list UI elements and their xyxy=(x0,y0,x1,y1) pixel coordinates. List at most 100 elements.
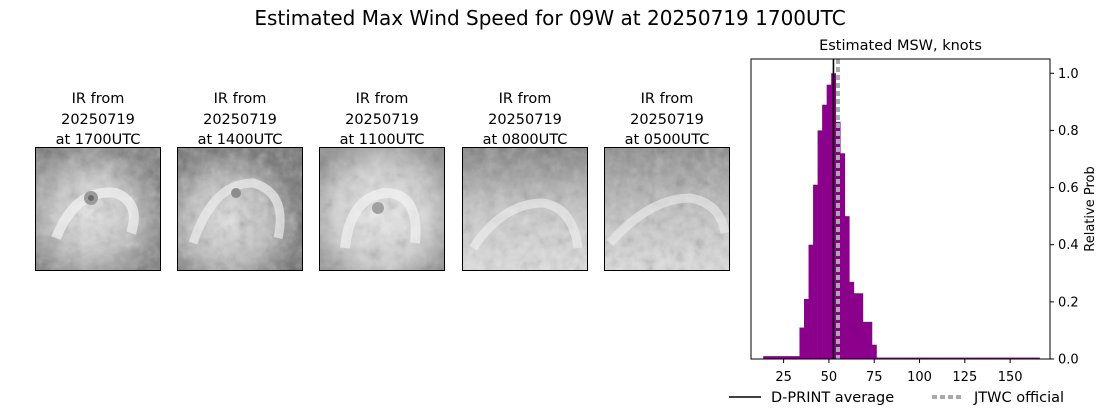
histogram-bar xyxy=(903,357,909,359)
ir-panel-label: IR from 20250719 at 1400UTC xyxy=(177,89,303,148)
ir-panel-label: IR from 20250719 at 1100UTC xyxy=(319,89,445,148)
histogram-bar xyxy=(822,104,827,359)
histogram-bar xyxy=(881,357,886,359)
histogram-bar xyxy=(998,357,1004,359)
ir-label-time: at 1700UTC xyxy=(55,132,141,148)
ir-satellite-image xyxy=(604,147,730,271)
ir-label-line: IR from xyxy=(71,91,125,107)
histogram-bar xyxy=(971,357,977,359)
legend-label-jtwc: JTWC official xyxy=(973,390,1064,406)
histogram-bar xyxy=(1021,357,1027,359)
x-tick-label: 75 xyxy=(866,370,883,385)
y-tick-label: 0.0 xyxy=(1058,353,1079,368)
ir-panel-label: IR from 20250719 at 0800UTC xyxy=(462,89,588,148)
ir-label-time: at 1400UTC xyxy=(197,132,283,148)
histogram-bar xyxy=(962,357,968,359)
ir-satellite-image xyxy=(177,147,303,271)
ir-label-line: IR from xyxy=(498,91,552,107)
histogram-bar xyxy=(808,244,814,359)
reference-lines xyxy=(832,59,840,359)
histogram-bar xyxy=(894,357,900,359)
histogram-bar xyxy=(908,357,914,359)
histogram-bar xyxy=(772,356,778,359)
histogram-bar xyxy=(835,121,841,359)
histogram-bar xyxy=(858,293,864,359)
ir-panel-5: IR from 20250719 at 0500UTC xyxy=(604,89,730,271)
histogram-bar xyxy=(804,299,809,359)
ir-panel-2: IR from 20250719 at 1400UTC xyxy=(177,89,303,271)
histogram-bar xyxy=(917,357,923,359)
histogram-bar xyxy=(935,357,941,359)
ir-panel-1: IR from 20250719 at 1700UTC xyxy=(35,89,161,271)
histogram-bar xyxy=(985,357,991,359)
histogram-bar xyxy=(813,184,818,359)
ir-label-time: at 0500UTC xyxy=(624,132,710,148)
y-axis-ticks: 0.0 0.2 0.4 0.6 0.8 1.0 xyxy=(1050,67,1079,368)
ir-panel-label: IR from 20250719 at 0500UTC xyxy=(604,89,730,148)
chart-legend: D-PRINT average JTWC official xyxy=(729,390,1064,406)
histogram-bar xyxy=(790,356,796,359)
y-tick-label: 0.4 xyxy=(1058,238,1079,253)
histogram-bar xyxy=(926,357,932,359)
y-axis-label: Relative Prob xyxy=(1083,166,1098,251)
x-axis-ticks: 25 50 75 100 125 150 xyxy=(775,359,1023,385)
histogram-bars xyxy=(763,73,1040,360)
x-tick-label: 25 xyxy=(775,370,792,385)
histogram-bar xyxy=(980,357,986,359)
ir-satellite-image xyxy=(319,147,445,271)
ir-label-time: at 1100UTC xyxy=(339,132,425,148)
histogram-bar xyxy=(794,356,800,359)
histogram-bar xyxy=(1007,357,1013,359)
histogram-bar xyxy=(763,356,769,359)
histogram-bar xyxy=(867,321,873,359)
histogram-bar xyxy=(767,356,773,359)
histogram-bar xyxy=(994,357,1000,359)
histogram-bar xyxy=(885,357,891,359)
histogram-bar xyxy=(799,327,805,359)
histogram-bar xyxy=(967,357,972,359)
histogram-bar xyxy=(890,357,895,359)
histogram-bar xyxy=(939,357,945,359)
ir-label-date: 20250719 xyxy=(488,111,562,128)
histogram-bar xyxy=(840,153,846,359)
histogram-bar xyxy=(849,281,855,359)
histogram-bar xyxy=(862,321,868,359)
histogram-bar xyxy=(1025,357,1031,359)
y-tick-label: 1.0 xyxy=(1058,67,1079,82)
chart-title: Estimated MSW, knots xyxy=(819,38,982,54)
histogram-bar xyxy=(899,357,904,359)
histogram-bar xyxy=(1012,357,1018,359)
ir-satellite-image xyxy=(462,147,588,271)
histogram-bar xyxy=(921,357,927,359)
histogram-bar xyxy=(817,130,823,359)
histogram-bar xyxy=(776,356,782,359)
axes-frame xyxy=(750,58,1051,360)
ir-panel-3: IR from 20250719 at 1100UTC xyxy=(319,89,445,271)
histogram-bar xyxy=(826,84,832,359)
ir-label-date: 20250719 xyxy=(61,111,135,128)
ir-label-date: 20250719 xyxy=(203,111,277,128)
histogram-bar xyxy=(948,357,954,359)
histogram-bar xyxy=(871,344,877,359)
ir-panel-4: IR from 20250719 at 0800UTC xyxy=(462,89,588,271)
histogram-bar xyxy=(785,356,791,359)
ir-label-date: 20250719 xyxy=(345,111,419,128)
histogram-bar xyxy=(930,357,936,359)
histogram-bar xyxy=(781,356,787,359)
ir-panel-label: IR from 20250719 at 1700UTC xyxy=(35,89,161,148)
x-tick-label: 125 xyxy=(952,370,977,385)
y-tick-label: 0.6 xyxy=(1058,181,1079,196)
histogram-bar xyxy=(1030,357,1036,359)
ir-label-line: IR from xyxy=(355,91,409,107)
histogram-bar xyxy=(989,357,995,359)
histogram-bar xyxy=(958,357,963,359)
histogram-bar xyxy=(953,357,959,359)
histogram-bar xyxy=(976,357,981,359)
histogram-bar xyxy=(1003,357,1009,359)
histogram-bar xyxy=(876,357,882,359)
x-tick-label: 100 xyxy=(907,370,932,385)
ir-label-time: at 0800UTC xyxy=(482,132,568,148)
y-tick-label: 0.8 xyxy=(1058,124,1079,139)
y-tick-label: 0.2 xyxy=(1058,295,1079,310)
